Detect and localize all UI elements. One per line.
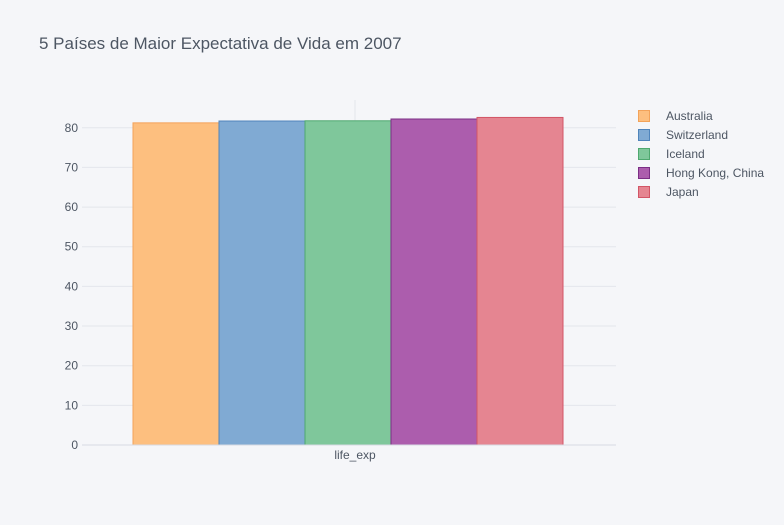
legend-item[interactable]: Japan	[638, 182, 784, 201]
y-tick-label: 40	[65, 279, 79, 293]
legend-label: Japan	[666, 184, 699, 199]
legend-label: Switzerland	[666, 127, 729, 142]
chart-title: 5 Países de Maior Expectativa de Vida em…	[39, 34, 402, 53]
bar-switzerland[interactable]	[218, 120, 306, 446]
bars	[132, 116, 564, 446]
y-tick-label: 60	[65, 200, 79, 214]
x-tick-label: life_exp	[334, 448, 376, 462]
y-tick-label: 80	[65, 121, 79, 135]
legend-swatch	[638, 166, 650, 179]
y-tick-label: 50	[65, 240, 79, 254]
y-tick-label: 0	[71, 438, 78, 452]
y-tick-label: 20	[65, 359, 79, 373]
axes: 0 10 20 30 40 50 60 70 80 life_exp	[65, 121, 616, 462]
legend-swatch	[638, 147, 650, 160]
legend-item[interactable]: Hong Kong, China	[638, 163, 784, 182]
legend-swatch	[638, 128, 650, 141]
y-tick-label: 70	[65, 160, 79, 174]
bar-australia[interactable]	[132, 122, 220, 446]
legend-swatch	[638, 109, 650, 122]
legend-label: Australia	[666, 108, 713, 123]
y-tick-label: 30	[65, 319, 79, 333]
legend-item[interactable]: Switzerland	[638, 125, 784, 144]
bar-hong-kong-china[interactable]	[390, 118, 478, 446]
legend-item[interactable]: Iceland	[638, 144, 784, 163]
y-tick-label: 10	[65, 398, 79, 412]
bar-japan[interactable]	[476, 116, 564, 446]
legend-item[interactable]: Australia	[638, 106, 784, 125]
legend-label: Hong Kong, China	[666, 165, 765, 180]
legend: Australia Switzerland Iceland Hong Kong, Ch…	[638, 106, 784, 201]
legend-label: Iceland	[666, 146, 705, 161]
bar-iceland[interactable]	[304, 120, 392, 446]
legend-swatch	[638, 185, 650, 198]
